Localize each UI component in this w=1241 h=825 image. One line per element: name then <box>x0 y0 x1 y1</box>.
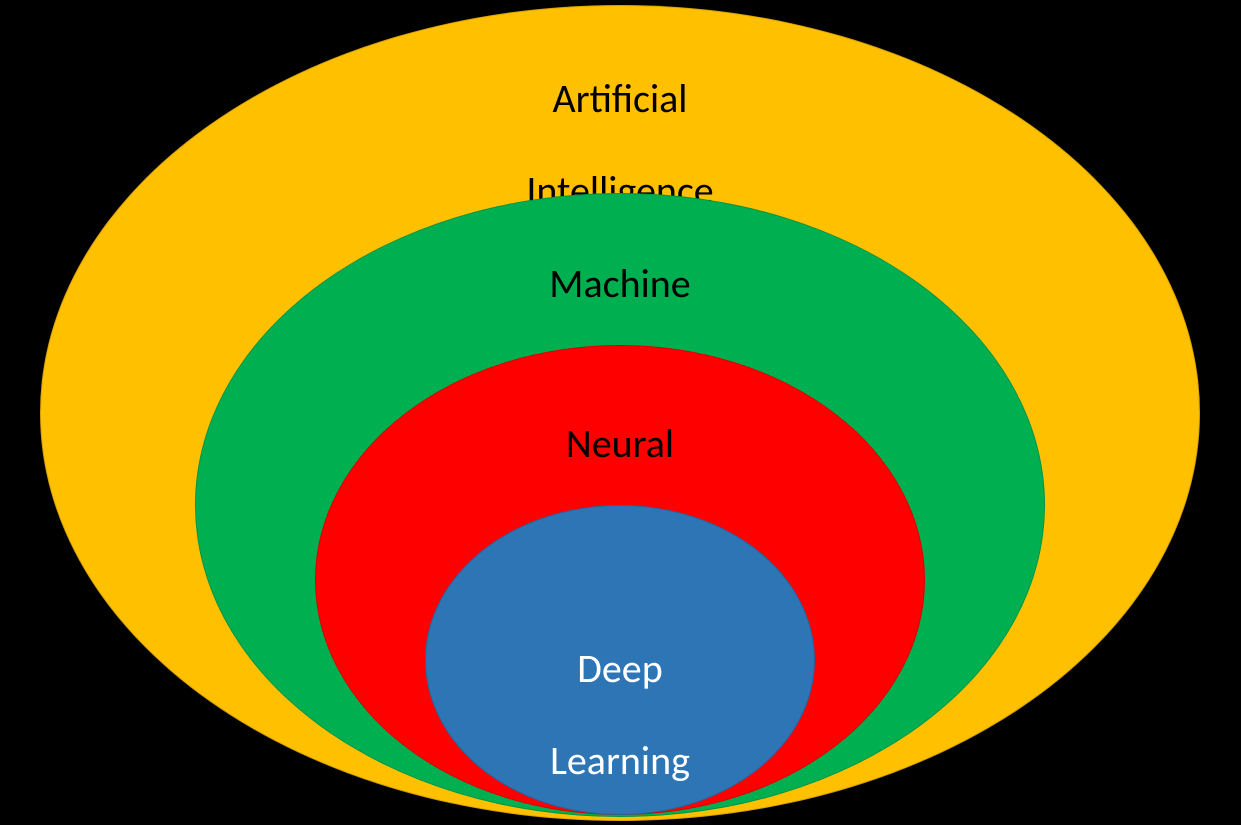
label-ml-line1: Machine <box>549 259 690 308</box>
label-dl-line2: Learning <box>550 736 690 785</box>
label-ai-line1: Artificial <box>553 74 688 123</box>
label-dl-line1: Deep <box>577 644 662 693</box>
label-ai: Artificial Intelligence <box>526 30 713 214</box>
label-nn-line1: Neural <box>566 419 674 468</box>
label-dl: Deep Learning <box>550 600 690 784</box>
